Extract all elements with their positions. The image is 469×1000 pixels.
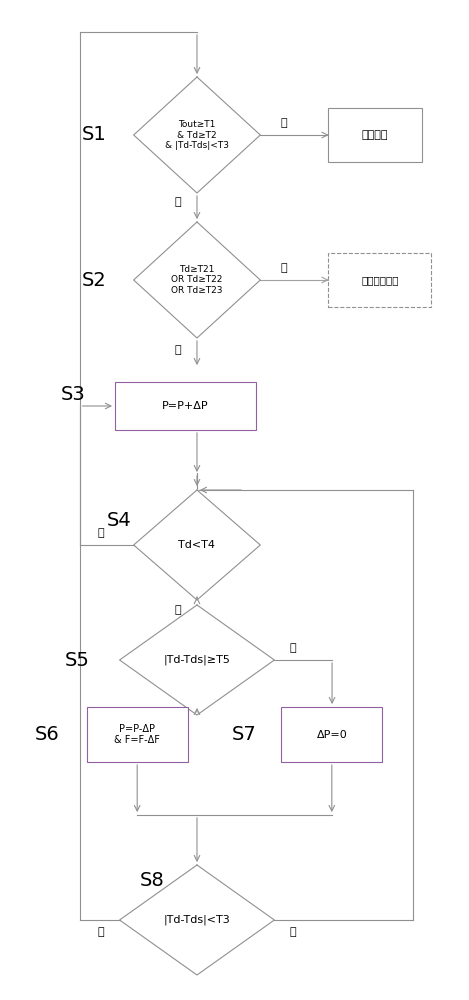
Bar — [115, 382, 256, 430]
Text: S8: S8 — [140, 870, 165, 890]
Bar — [87, 707, 188, 762]
Text: Td<T4: Td<T4 — [179, 540, 215, 550]
Text: P=P+ΔP: P=P+ΔP — [162, 401, 209, 411]
Text: 是: 是 — [98, 927, 104, 937]
Text: S4: S4 — [107, 510, 132, 529]
Text: S1: S1 — [82, 125, 106, 144]
Text: 是: 是 — [175, 717, 182, 727]
Polygon shape — [134, 490, 260, 600]
Polygon shape — [120, 865, 274, 975]
Text: S5: S5 — [65, 650, 90, 670]
Text: |Td-Tds|≥T5: |Td-Tds|≥T5 — [164, 655, 230, 665]
Bar — [328, 253, 431, 307]
Text: |Td-Tds|<T3: |Td-Tds|<T3 — [164, 915, 230, 925]
Polygon shape — [134, 222, 260, 338]
Text: 否: 否 — [290, 643, 296, 653]
Text: Tout≥T1
& Td≥T2
& |Td-Tds|<T3: Tout≥T1 & Td≥T2 & |Td-Tds|<T3 — [165, 120, 229, 150]
Text: 排气保护控制: 排气保护控制 — [361, 275, 399, 285]
Text: 否: 否 — [280, 118, 287, 128]
Polygon shape — [134, 77, 260, 193]
Text: 是: 是 — [280, 263, 287, 273]
Text: 常规控制: 常规控制 — [362, 130, 388, 140]
Text: 否: 否 — [98, 528, 104, 538]
Text: P=P-ΔP
& F=F-ΔF: P=P-ΔP & F=F-ΔF — [114, 724, 160, 745]
Text: 否: 否 — [290, 927, 296, 937]
Bar — [328, 108, 422, 162]
Text: S7: S7 — [232, 726, 256, 744]
Bar — [281, 707, 382, 762]
Text: S2: S2 — [82, 270, 106, 290]
Polygon shape — [120, 605, 274, 715]
Text: 是: 是 — [175, 197, 182, 207]
Text: ΔP=0: ΔP=0 — [317, 730, 347, 740]
Text: Td≥T21
OR Td≥T22
OR Td≥T23: Td≥T21 OR Td≥T22 OR Td≥T23 — [171, 265, 223, 295]
Text: S6: S6 — [35, 726, 59, 744]
Text: S3: S3 — [61, 384, 85, 403]
Text: 否: 否 — [175, 345, 182, 355]
Text: 是: 是 — [175, 605, 182, 615]
